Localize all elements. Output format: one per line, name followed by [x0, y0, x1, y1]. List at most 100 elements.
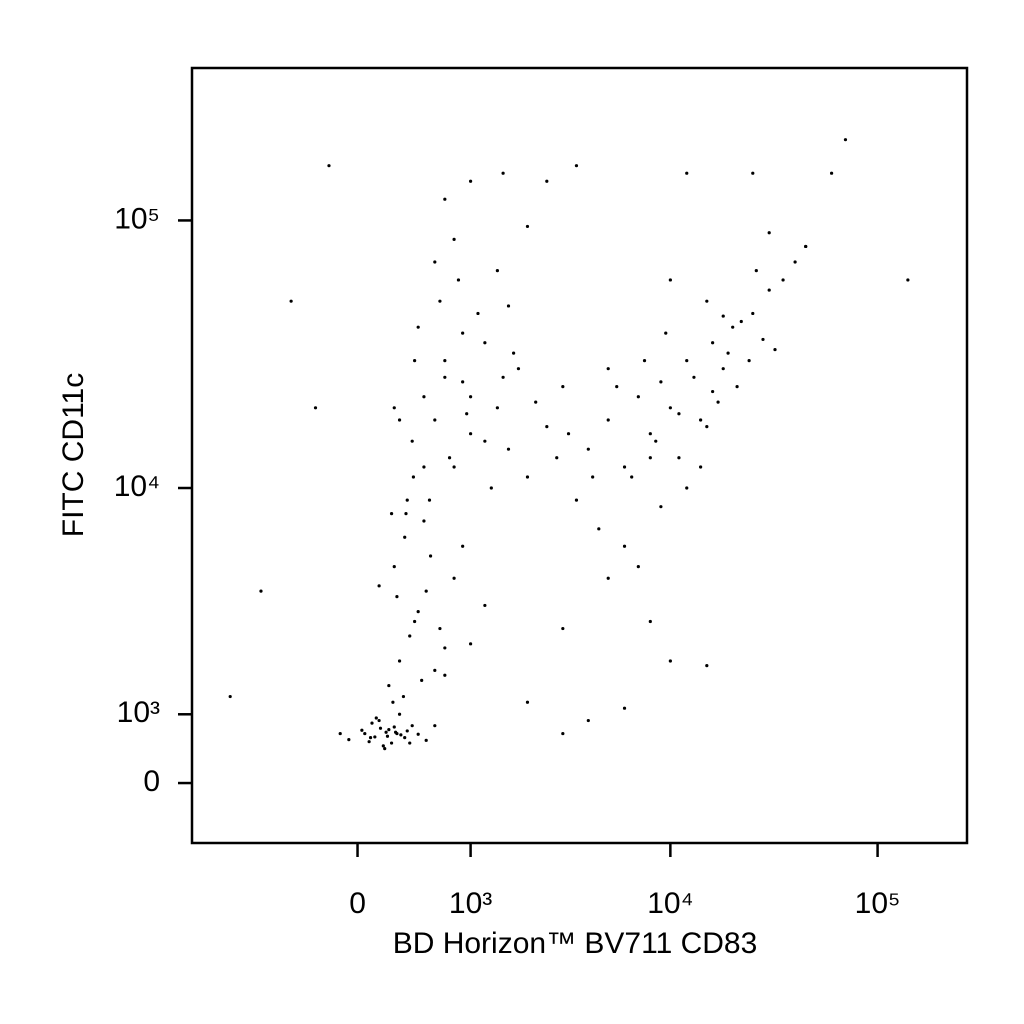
event-dot — [648, 619, 652, 624]
event-dot — [501, 375, 505, 379]
event-dot — [793, 260, 797, 264]
event-dot — [456, 278, 461, 282]
event-dot — [289, 299, 293, 303]
event-dot — [383, 746, 387, 751]
event-dot — [424, 589, 428, 593]
event-dot — [721, 367, 725, 371]
event-dot — [495, 406, 499, 410]
event-dot — [711, 389, 715, 394]
y-tick-label: 10³ — [117, 696, 160, 729]
event-dot — [368, 736, 373, 740]
event-dot — [377, 718, 381, 723]
event-dot — [906, 278, 910, 282]
event-dot — [381, 744, 385, 748]
event-dot — [622, 706, 627, 710]
event-dot — [438, 626, 442, 631]
event-dot — [574, 498, 579, 502]
event-dot — [408, 741, 412, 745]
event-dot — [597, 527, 601, 531]
event-dot — [566, 432, 571, 436]
event-dot — [591, 475, 595, 479]
event-dot — [512, 351, 516, 355]
event-dot — [416, 732, 420, 736]
event-dot — [438, 299, 442, 303]
event-dot — [411, 475, 416, 479]
y-axis-label: FITC CD11c — [57, 373, 90, 537]
y-tick-label: 10⁴ — [114, 470, 160, 503]
event-dot — [447, 456, 452, 460]
event-dot — [677, 412, 681, 416]
event-dot — [761, 337, 765, 342]
event-dot — [228, 694, 232, 699]
event-dot — [574, 164, 579, 168]
event-dot — [767, 288, 771, 292]
event-dot — [754, 269, 758, 273]
event-dot — [489, 486, 493, 490]
event-dot — [705, 664, 709, 668]
event-dot — [410, 724, 414, 728]
event-dot — [259, 589, 263, 593]
event-dot — [408, 634, 412, 638]
event-dot — [397, 659, 402, 663]
event-dot — [443, 197, 447, 201]
event-dot — [668, 278, 672, 282]
event-dot — [606, 418, 610, 422]
event-dot — [705, 425, 709, 429]
event-dot — [606, 367, 610, 371]
event-dot — [416, 610, 420, 614]
y-tick-label: 0 — [143, 765, 160, 798]
event-dot — [636, 395, 640, 399]
event-dot — [392, 725, 396, 729]
event-dot — [586, 447, 590, 451]
event-dot — [659, 505, 663, 509]
event-dot — [630, 475, 634, 479]
event-dot — [387, 727, 391, 732]
event-dot — [461, 544, 465, 548]
event-dot — [731, 325, 735, 329]
event-dot — [843, 138, 848, 142]
event-dot — [397, 712, 402, 716]
event-dot — [452, 465, 456, 469]
event-dot — [391, 700, 395, 704]
event-dot — [622, 544, 627, 548]
event-dot — [452, 576, 456, 580]
event-dot — [367, 740, 371, 744]
event-dot — [636, 565, 640, 569]
x-tick-label: 10³ — [449, 887, 492, 920]
event-dot — [545, 425, 549, 429]
event-dot — [483, 439, 487, 443]
event-dot — [781, 278, 785, 282]
x-tick-label: 10⁴ — [647, 887, 693, 920]
event-dot — [395, 595, 399, 599]
event-dot — [443, 646, 447, 650]
event-dot — [392, 406, 396, 410]
event-dot — [685, 486, 689, 490]
event-dot — [399, 733, 403, 737]
event-dot — [699, 465, 703, 469]
event-dot — [360, 728, 364, 732]
event-dot — [561, 626, 565, 631]
event-dot — [668, 659, 672, 663]
event-dot — [327, 164, 331, 168]
event-dot — [433, 260, 437, 264]
event-dot — [773, 347, 777, 352]
event-dot — [555, 456, 559, 460]
event-dot — [465, 412, 469, 416]
event-dot — [313, 406, 318, 410]
event-dot — [405, 498, 409, 502]
event-dot — [422, 519, 426, 523]
event-dot — [751, 171, 755, 175]
event-dot — [726, 351, 730, 355]
event-dot — [433, 668, 437, 672]
event-dot — [747, 359, 751, 363]
event-dot — [668, 406, 672, 410]
event-dot — [648, 456, 652, 460]
event-dot — [468, 642, 473, 646]
event-dot — [347, 738, 351, 742]
event-dot — [721, 314, 725, 318]
event-dot — [829, 171, 834, 175]
event-dot — [659, 380, 663, 384]
event-dot — [516, 367, 521, 371]
event-dot — [545, 179, 549, 183]
event-dot — [401, 694, 406, 699]
